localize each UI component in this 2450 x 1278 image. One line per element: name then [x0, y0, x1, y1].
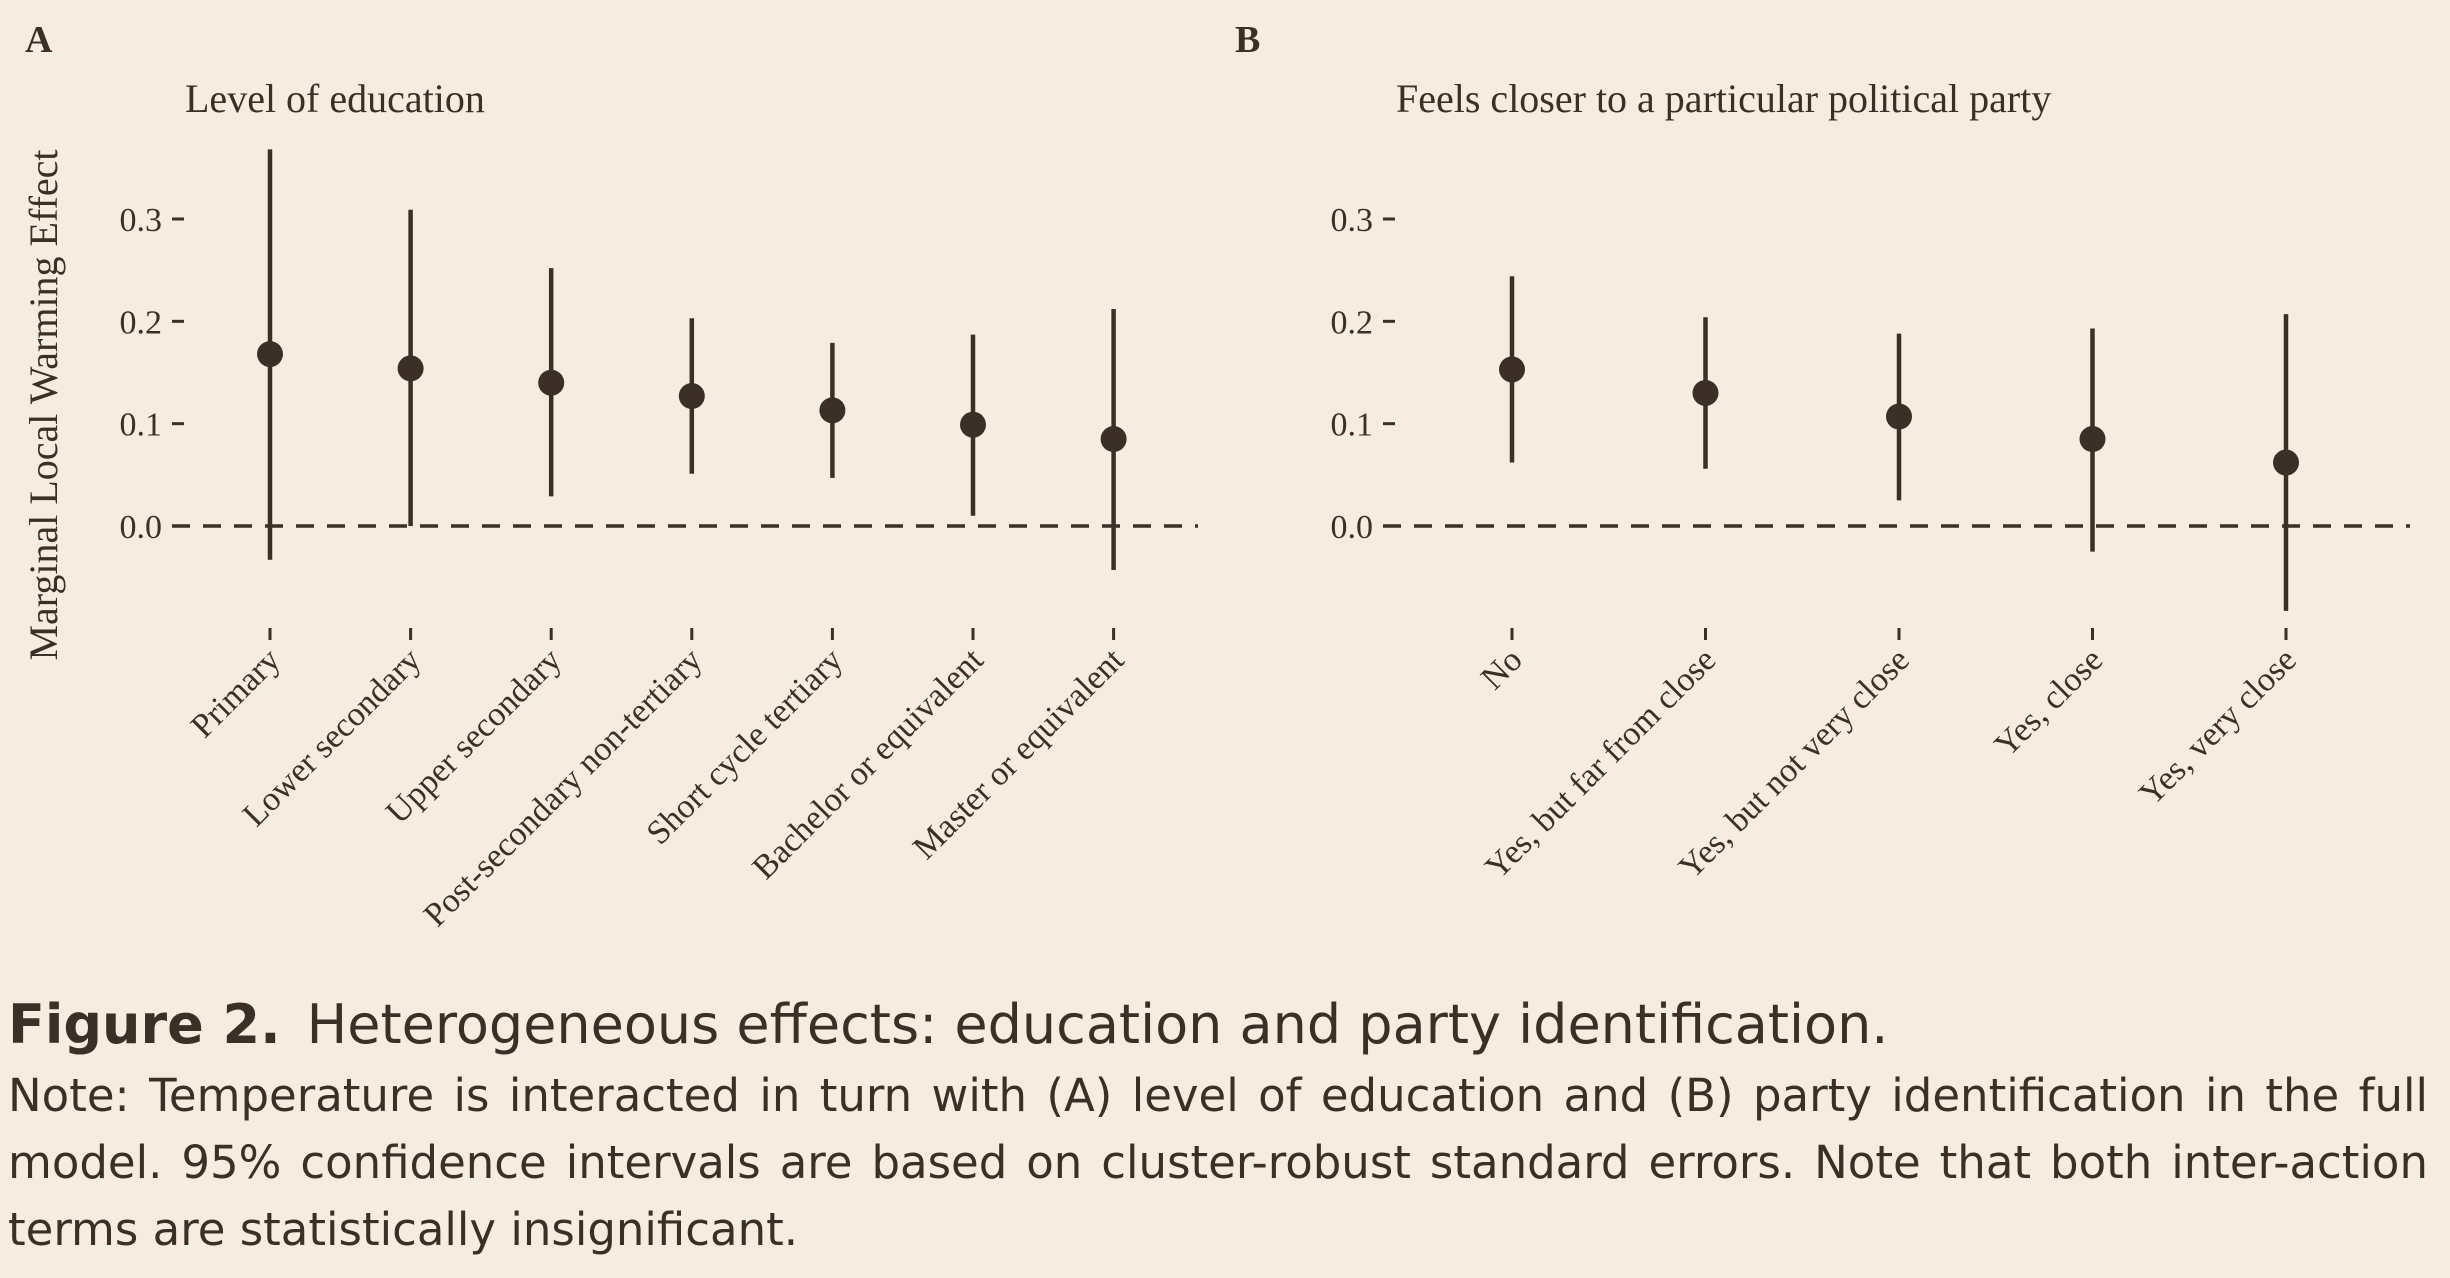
figure-caption: Figure 2. Heterogeneous effects: educatio…	[8, 988, 2428, 1263]
point-estimate-marker	[678, 383, 705, 410]
panel-title: Feels closer to a particular political p…	[1396, 76, 2051, 121]
point-estimate-marker	[397, 355, 424, 382]
point-estimate-marker	[1886, 403, 1912, 430]
point-estimate-marker	[257, 341, 283, 368]
y-tick-label: 0.1	[120, 407, 163, 444]
x-tick-label: Yes, close	[1988, 641, 2111, 764]
panel-b: B Feels closer to a particular political …	[1235, 19, 2410, 886]
y-tick-label: 0.0	[1331, 509, 1374, 546]
point-estimate-marker	[2273, 449, 2299, 476]
figure-title: Heterogeneous effects: education and par…	[306, 993, 1889, 1056]
x-tick-label: Post-secondary non-tertiary	[417, 641, 710, 934]
y-tick-label: 0.3	[1331, 202, 1374, 239]
figure-chart: A Level of education Marginal Local Warmin…	[21, 19, 2410, 934]
y-tick-label: 0.1	[1331, 407, 1374, 444]
y-tick-label: 0.2	[120, 304, 163, 341]
panel-a: A Level of education Marginal Local Warmin…	[21, 19, 1198, 934]
panel-title: Level of education	[185, 76, 485, 121]
figure-note: Note: Temperature is interacted in turn …	[8, 1069, 2428, 1256]
x-tick-label: Yes, very close	[2132, 641, 2303, 812]
caption-title-line: Figure 2. Heterogeneous effects: educatio…	[8, 988, 2428, 1062]
x-tick-label: No	[1474, 641, 1530, 697]
point-estimate-marker	[819, 397, 846, 424]
point-estimate-marker	[1692, 379, 1719, 406]
point-estimate-marker	[1499, 356, 1525, 383]
point-estimate-marker	[960, 411, 986, 438]
point-estimate-marker	[1100, 426, 1127, 453]
y-tick-label: 0.2	[1331, 304, 1374, 341]
x-tick-label: Bachelor or equivalent	[746, 641, 992, 887]
y-tick-label: 0.0	[120, 509, 163, 546]
panel-label: B	[1235, 19, 1260, 61]
x-tick-label: Primary	[184, 641, 288, 745]
y-tick-label: 0.3	[120, 202, 163, 239]
point-estimate-marker	[2079, 426, 2106, 453]
panel-label: A	[25, 19, 53, 61]
figure-label: Figure 2.	[8, 993, 281, 1056]
y-axis-label: Marginal Local Warming Effect	[21, 149, 66, 660]
point-estimate-marker	[538, 369, 565, 396]
